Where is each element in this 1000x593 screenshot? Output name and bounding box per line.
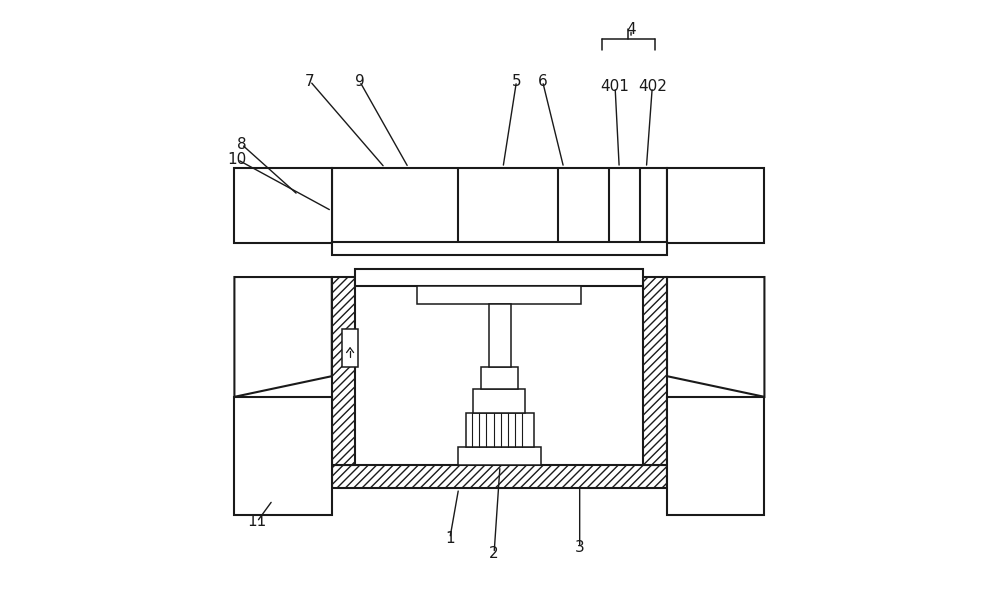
Text: 5: 5 <box>512 74 521 88</box>
Polygon shape <box>667 277 764 397</box>
Bar <box>481 366 518 389</box>
Bar <box>667 397 764 515</box>
Bar <box>473 389 525 413</box>
Bar <box>417 286 581 304</box>
Bar <box>342 329 358 367</box>
Text: 10: 10 <box>228 152 247 167</box>
Bar <box>643 277 667 465</box>
Text: 9: 9 <box>355 74 364 88</box>
Bar <box>332 277 355 465</box>
Bar <box>489 304 511 366</box>
Text: 402: 402 <box>638 79 667 94</box>
Polygon shape <box>234 277 332 397</box>
Bar <box>332 465 667 488</box>
Text: 7: 7 <box>305 74 315 88</box>
Text: 401: 401 <box>601 79 630 94</box>
Bar <box>234 397 332 515</box>
Bar <box>458 447 541 465</box>
Text: 1: 1 <box>445 531 455 546</box>
Bar <box>355 269 643 286</box>
Bar <box>332 242 667 255</box>
Bar <box>466 413 534 447</box>
Bar <box>332 168 667 243</box>
Text: 2: 2 <box>489 546 499 561</box>
Polygon shape <box>667 168 764 243</box>
Text: 6: 6 <box>538 74 547 88</box>
Text: 3: 3 <box>575 540 585 555</box>
Polygon shape <box>234 168 332 243</box>
Text: 4: 4 <box>626 22 636 37</box>
Text: 8: 8 <box>237 137 246 152</box>
Bar <box>355 277 643 465</box>
Text: 11: 11 <box>247 515 266 530</box>
